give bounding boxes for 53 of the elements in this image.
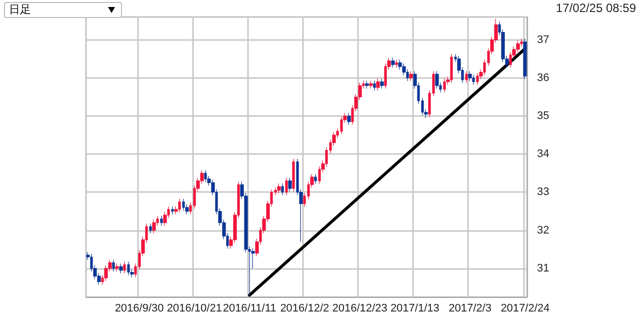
candlestick <box>340 116 343 135</box>
x-tick-label: 2016/12/2 <box>280 302 330 314</box>
text: 日足 <box>9 3 31 16</box>
candlestick <box>115 263 119 272</box>
x-tick-label: 2017/1/13 <box>390 302 440 314</box>
candlestick <box>171 206 174 215</box>
candlestick <box>160 216 163 226</box>
y-tick-label: 34 <box>537 148 550 160</box>
candlestick <box>149 223 152 234</box>
x-tick-label: 2016/10/21 <box>166 302 222 314</box>
candlestick <box>292 158 295 192</box>
candlestick <box>204 170 207 182</box>
candlestick <box>476 72 479 86</box>
candlestick <box>112 259 115 272</box>
candlestick <box>314 174 317 184</box>
candlestick <box>380 78 384 89</box>
x-tick-label: 2017/2/24 <box>500 302 550 314</box>
x-tick-label: 2016/11/11 <box>222 302 276 314</box>
y-tick-label: 36 <box>537 72 550 84</box>
candlestick <box>285 177 288 196</box>
y-tick-label: 37 <box>537 34 550 46</box>
y-tick-label: 35 <box>537 110 550 122</box>
candlestick <box>373 80 376 91</box>
candlestick <box>391 57 395 68</box>
y-tick-label: 31 <box>537 262 550 274</box>
candlestick <box>523 38 527 80</box>
candlestick <box>365 80 369 89</box>
candlestick <box>376 78 380 91</box>
x-tick-label: 2016/12/23 <box>332 302 388 314</box>
candlestick <box>123 261 126 274</box>
candlestick <box>472 74 475 86</box>
candlestick <box>119 263 123 274</box>
candlestick <box>288 177 292 192</box>
candlestick <box>347 112 351 126</box>
candlestick <box>277 183 281 194</box>
candlestick <box>178 198 181 213</box>
candlestick <box>435 70 439 89</box>
candlestick <box>369 80 373 89</box>
candlestick <box>443 78 446 93</box>
candlestick <box>182 198 185 211</box>
y-tick-label: 32 <box>537 224 550 236</box>
candlestick <box>409 70 413 82</box>
x-tick-label: 2016/9/30 <box>114 302 164 314</box>
candlestick <box>281 183 284 196</box>
candlestick <box>450 54 453 84</box>
y-tick-label: 33 <box>537 186 550 198</box>
text: 17/02/25 08:59 <box>556 1 636 15</box>
x-tick-label: 2017/2/3 <box>448 302 492 314</box>
candlestick <box>465 70 468 84</box>
candlestick <box>127 261 130 276</box>
candlestick <box>395 59 398 68</box>
candlestick <box>468 70 472 82</box>
candlestick <box>152 219 156 234</box>
